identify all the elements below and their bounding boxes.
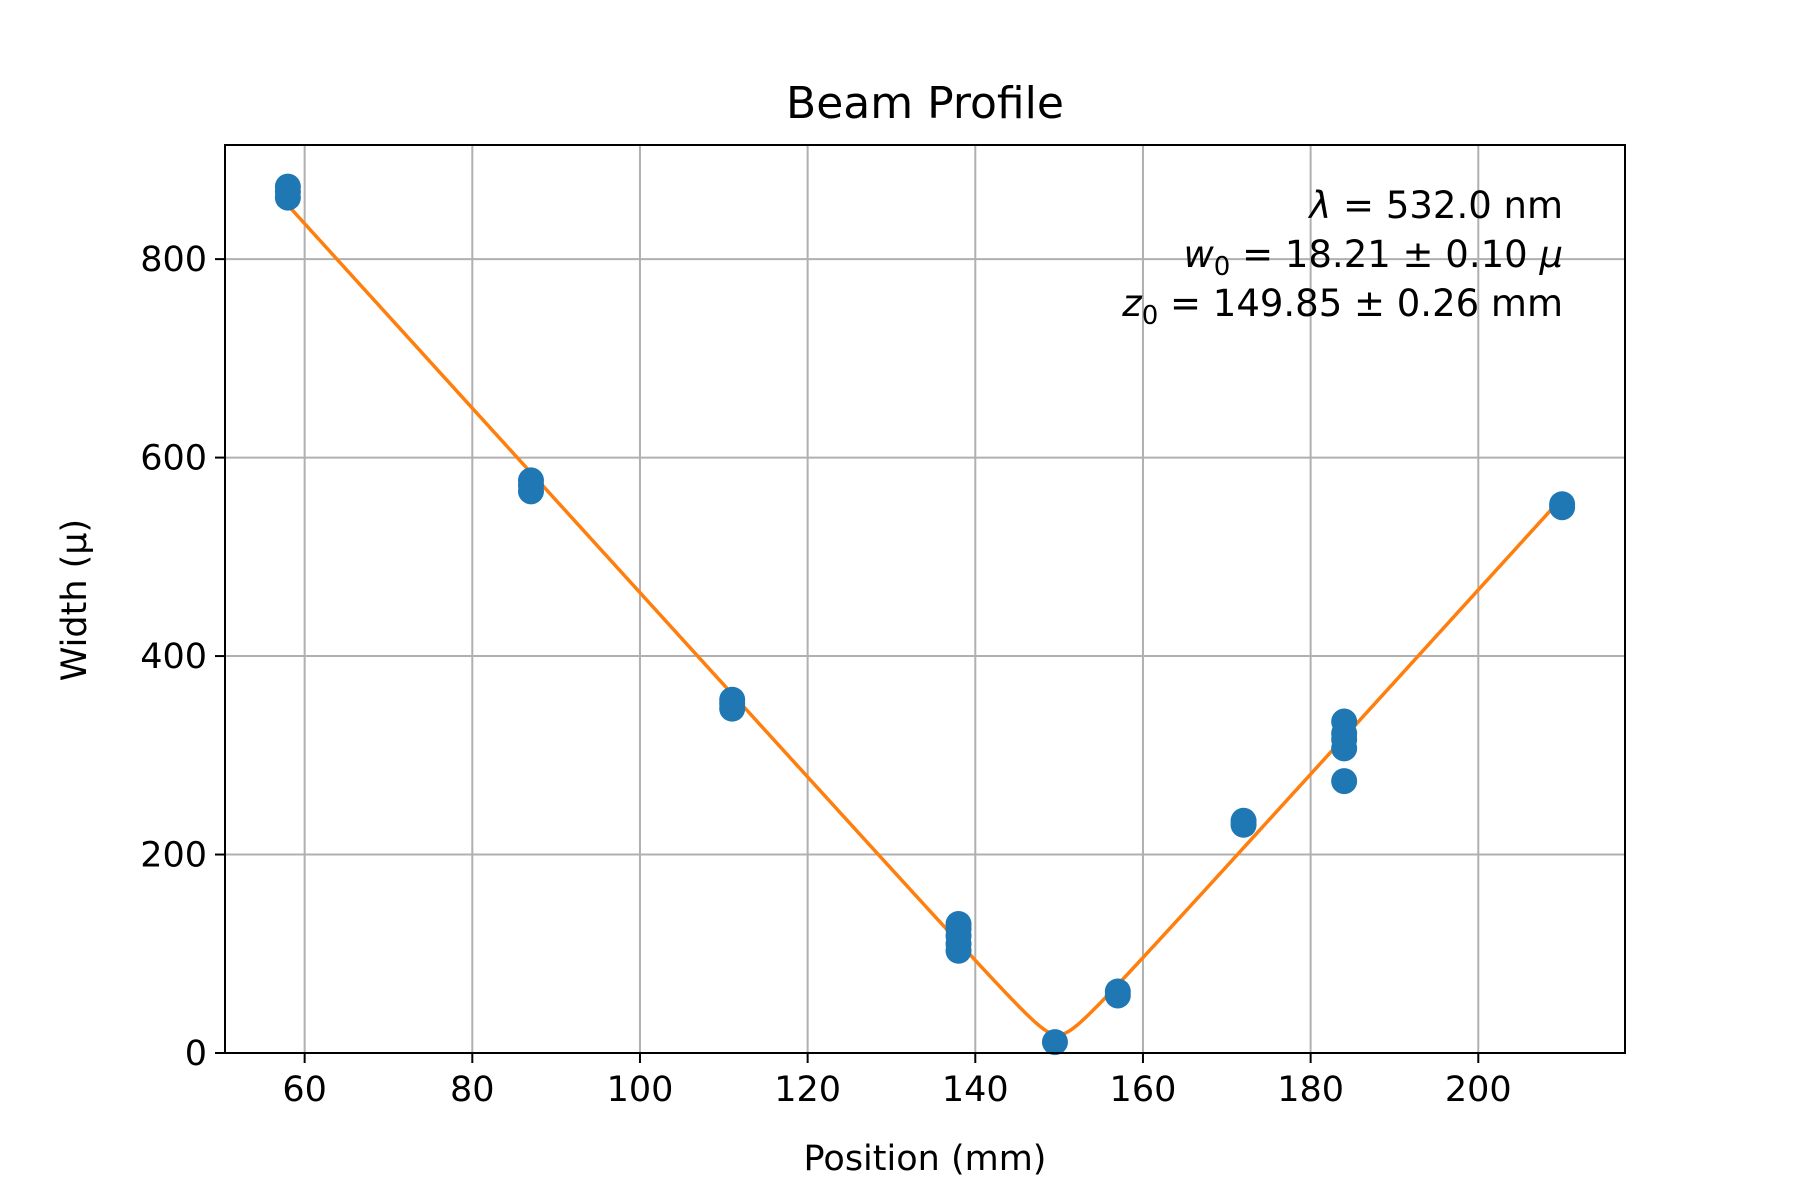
x-tick-label: 200 [1445, 1070, 1512, 1110]
data-point [1230, 811, 1257, 838]
plot-frame [224, 144, 1626, 1054]
chart-title: Beam Profile [786, 78, 1064, 129]
x-tick-label: 120 [774, 1070, 841, 1110]
y-tick-label: 400 [140, 637, 207, 677]
x-tick-label: 160 [1110, 1070, 1177, 1110]
wavelength-value: = 532.0 nm [1331, 184, 1563, 227]
y-tick-label: 0 [185, 1034, 207, 1074]
fit-annotation: λ = 532.0 nm w0 = 18.21 ± 0.10 μ z0 = 14… [1121, 184, 1563, 331]
data-point [945, 937, 972, 964]
data-point [1549, 494, 1576, 521]
data-point [1331, 735, 1358, 762]
waist-unit: μ [1538, 233, 1563, 276]
x-tick-label: 80 [450, 1070, 495, 1110]
w-subscript: 0 [1214, 252, 1231, 282]
x-axis-label: Position (mm) [804, 1139, 1047, 1179]
annotation-wavelength: λ = 532.0 nm [1307, 184, 1563, 227]
data-point [1104, 982, 1131, 1009]
waist-value: = 18.21 ± 0.10 [1230, 233, 1539, 276]
data-point [719, 695, 746, 722]
data-point [1041, 1029, 1068, 1056]
w-symbol: w [1184, 233, 1215, 276]
x-tick-label: 180 [1277, 1070, 1344, 1110]
data-point [1331, 768, 1358, 795]
data-point [517, 478, 544, 505]
y-tick-label: 800 [140, 240, 207, 280]
y-tick-label: 200 [140, 836, 207, 876]
axis-ticks: 60 80 100 120 140 160 180 200 0 200 400 600 800 [140, 240, 1512, 1110]
annotation-focus: z0 = 149.85 ± 0.26 mm [1121, 282, 1563, 331]
x-tick-label: 140 [942, 1070, 1009, 1110]
z-symbol: z [1121, 282, 1143, 325]
lambda-symbol: λ [1307, 184, 1331, 227]
data-point [274, 184, 301, 211]
x-tick-label: 100 [607, 1070, 674, 1110]
y-axis-label: Width (μ) [55, 519, 95, 681]
data-points-layer [274, 173, 1576, 1056]
focus-value: = 149.85 ± 0.26 mm [1158, 282, 1563, 325]
z-subscript: 0 [1142, 301, 1159, 331]
x-tick-label: 60 [282, 1070, 327, 1110]
annotation-waist: w0 = 18.21 ± 0.10 μ [1184, 233, 1563, 282]
y-tick-label: 600 [140, 439, 207, 479]
